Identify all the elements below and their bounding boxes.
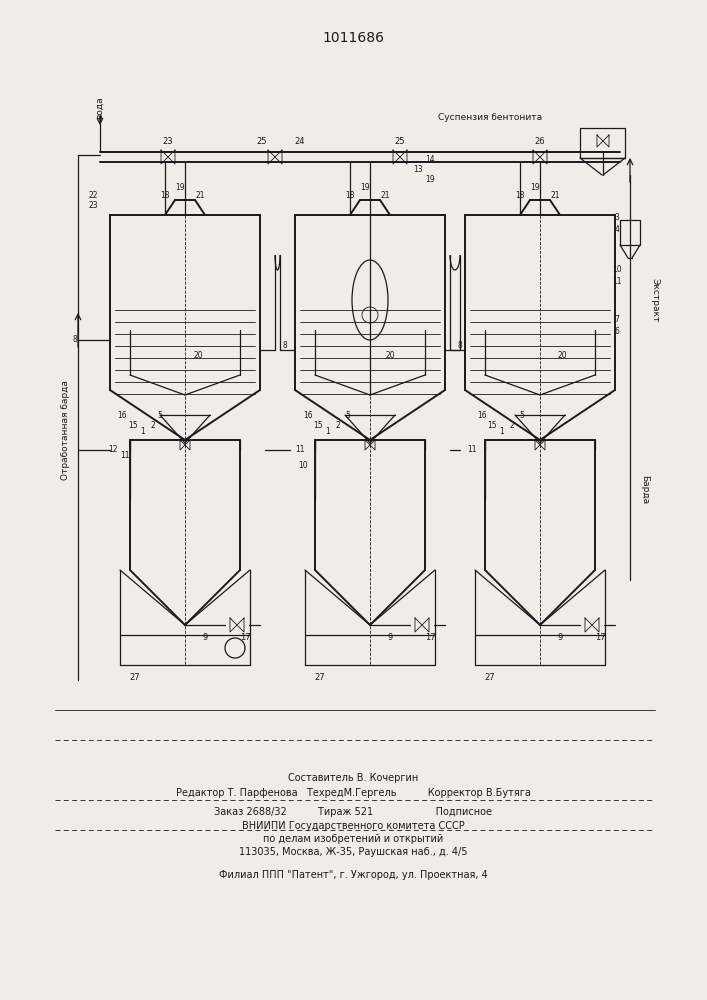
Text: 5: 5 [346,410,351,420]
Text: 7: 7 [614,316,619,324]
Text: 5: 5 [158,410,163,420]
Text: 19: 19 [360,184,370,192]
Text: 21: 21 [550,190,560,200]
Text: 2: 2 [336,420,340,430]
Text: Филиал ППП "Патент", г. Ужгород, ул. Проектная, 4: Филиал ППП "Патент", г. Ужгород, ул. Про… [219,870,488,880]
Text: 11: 11 [296,446,305,454]
Text: Барда: Барда [641,475,650,505]
Text: 19: 19 [425,176,435,184]
Text: 12: 12 [108,446,118,454]
Text: 9: 9 [557,633,563,642]
Text: 9: 9 [387,633,392,642]
Text: 15: 15 [128,420,138,430]
Text: 16: 16 [477,410,487,420]
Text: 19: 19 [175,184,185,192]
Text: 11: 11 [120,450,130,460]
Text: 18: 18 [515,190,525,200]
Text: 17: 17 [595,633,605,642]
Text: 27: 27 [129,672,140,682]
Text: 5: 5 [520,410,525,420]
Text: 22: 22 [88,190,98,200]
Text: по делам изобретений и открытий: по делам изобретений и открытий [264,834,443,844]
Text: Редактор Т. Парфенова   ТехредМ.Гергель          Корректор В.Бутяга: Редактор Т. Парфенова ТехредМ.Гергель Ко… [176,788,531,798]
Text: 1011686: 1011686 [322,31,384,45]
Text: 1: 1 [500,428,504,436]
Text: 8: 8 [283,340,287,350]
Text: 18: 18 [160,190,170,200]
Text: 20: 20 [385,351,395,360]
Text: 11: 11 [612,277,621,286]
Text: вода: вода [95,97,105,119]
Text: 23: 23 [163,137,173,146]
Text: 20: 20 [193,351,203,360]
Text: 10: 10 [612,265,622,274]
Text: 17: 17 [425,633,436,642]
Text: 25: 25 [395,137,405,146]
Text: Экстракт: Экстракт [650,278,660,322]
Text: Отработанная барда: Отработанная барда [61,380,69,480]
Text: 1: 1 [141,428,146,436]
Text: 27: 27 [315,672,325,682]
Text: ВНИИПИ Государственного комитета СССР: ВНИИПИ Государственного комитета СССР [242,821,465,831]
Text: 17: 17 [240,633,250,642]
Text: 27: 27 [485,672,496,682]
Text: 3: 3 [614,214,619,223]
Text: 21: 21 [380,190,390,200]
Text: 8: 8 [73,336,77,344]
Text: Суспензия бентонита: Суспензия бентонита [438,113,542,122]
Text: 23: 23 [88,200,98,210]
Text: 2: 2 [151,420,156,430]
Text: 21: 21 [195,190,205,200]
Bar [580,128,625,158]
Text: 13: 13 [413,165,423,174]
Bar [620,220,640,245]
Text: 11: 11 [467,446,477,454]
Text: 10: 10 [298,460,308,470]
Text: 15: 15 [313,420,323,430]
Text: 113035, Москва, Ж-35, Раушская наб., д. 4/5: 113035, Москва, Ж-35, Раушская наб., д. … [239,847,468,857]
Text: 24: 24 [295,137,305,146]
Text: 16: 16 [303,410,312,420]
Text: 9: 9 [202,633,208,642]
Text: 19: 19 [530,184,540,192]
Text: 18: 18 [345,190,355,200]
Text: Заказ 2688/32          Тираж 521                    Подписное: Заказ 2688/32 Тираж 521 Подписное [214,807,493,817]
Text: 4: 4 [614,226,619,234]
Text: 15: 15 [487,420,497,430]
Text: 25: 25 [257,137,267,146]
Text: Составитель В. Кочергин: Составитель В. Кочергин [288,773,419,783]
Text: 20: 20 [557,351,567,360]
Text: 16: 16 [117,410,127,420]
Text: 26: 26 [534,137,545,146]
Text: 6: 6 [614,328,619,336]
Text: 1: 1 [326,428,330,436]
Text: 8: 8 [457,340,462,350]
Text: 14: 14 [425,155,435,164]
Text: 2: 2 [510,420,515,430]
